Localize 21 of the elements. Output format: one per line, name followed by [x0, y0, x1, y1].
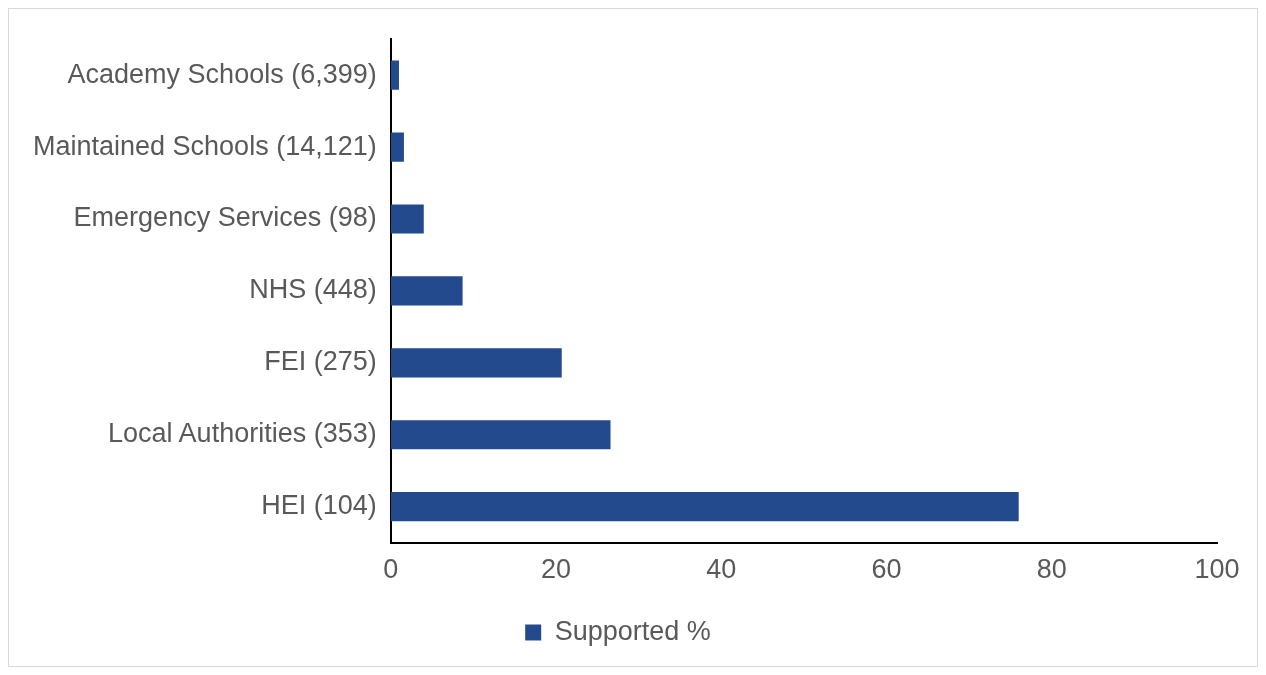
bar: [390, 132, 404, 162]
y-tick-label: FEI (275): [264, 346, 377, 377]
x-tick-label: 60: [871, 554, 902, 585]
y-tick-label: Emergency Services (98): [73, 202, 377, 233]
bar: [390, 492, 1019, 522]
bar: [390, 60, 399, 90]
x-tick-label: 20: [540, 554, 571, 585]
bar: [390, 204, 424, 234]
y-tick-label: Local Authorities (353): [108, 418, 377, 449]
x-tick-label: 80: [1036, 554, 1067, 585]
bar: [390, 276, 463, 306]
y-tick-label: HEI (104): [261, 490, 377, 521]
bar: [390, 348, 562, 378]
legend-label: Supported %: [554, 615, 711, 646]
bar: [390, 420, 611, 450]
x-tick-label: 40: [706, 554, 737, 585]
y-tick-label: Academy Schools (6,399): [67, 58, 377, 89]
y-tick-label: Maintained Schools (14,121): [32, 130, 377, 161]
y-tick-label: NHS (448): [249, 274, 377, 305]
x-tick-label: 100: [1194, 554, 1240, 585]
x-tick-label: 0: [383, 554, 399, 585]
